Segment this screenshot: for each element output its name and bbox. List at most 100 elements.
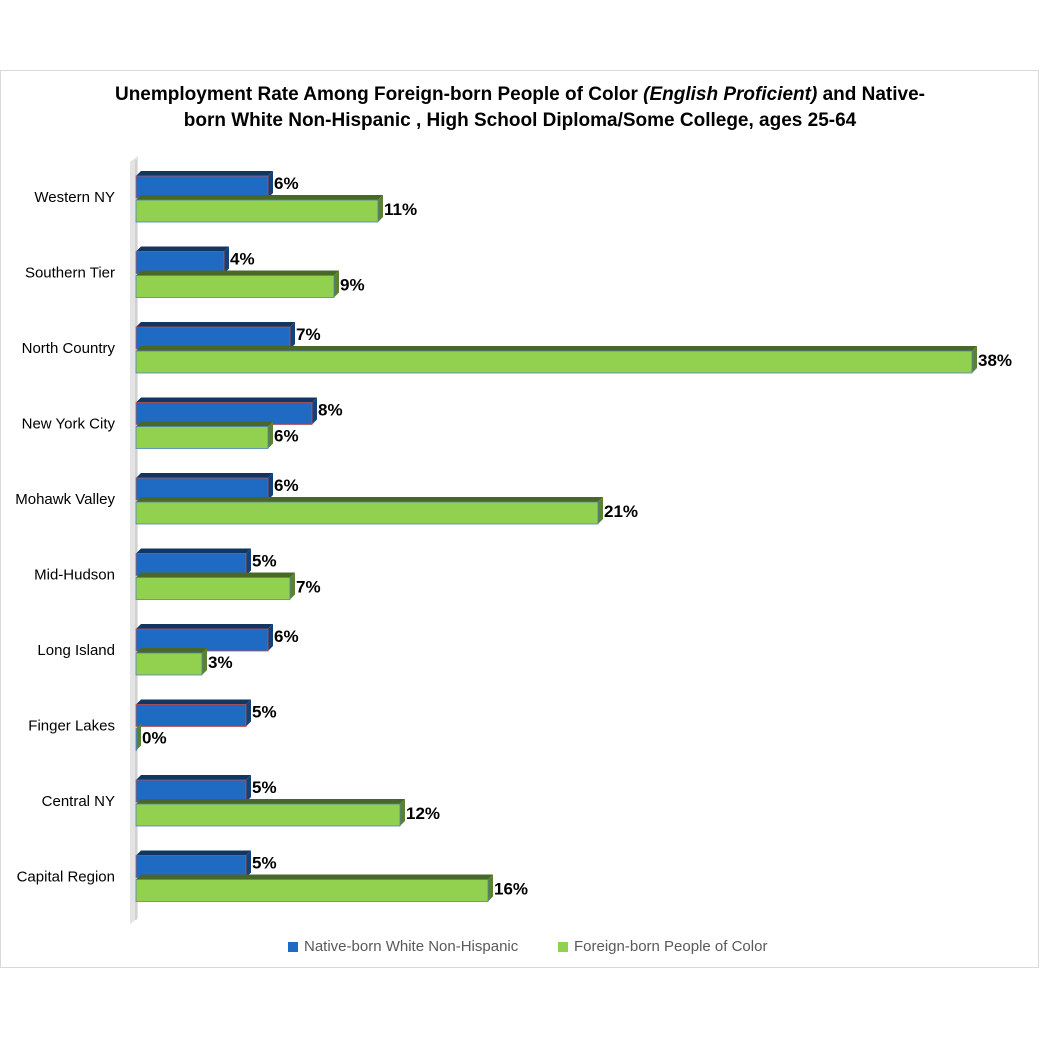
category-label: Southern Tier: [25, 265, 115, 282]
bar-foreign-born: [135, 652, 203, 676]
category-label: Finger Lakes: [28, 718, 115, 735]
category-label: Western NY: [34, 189, 115, 206]
bar-top-face: [136, 195, 383, 200]
data-label-native: 5%: [252, 854, 277, 873]
bar-side-face: [290, 322, 295, 349]
data-label-foreign: 3%: [208, 653, 233, 672]
bar-foreign-born: [135, 426, 269, 449]
bar-top-face: [136, 497, 603, 502]
title-part-post: and Native-: [817, 84, 926, 105]
bar-top-face: [136, 322, 295, 327]
chart-title: Unemployment Rate Among Foreign-born Peo…: [0, 82, 1040, 134]
bar-top-face: [136, 775, 251, 780]
bar-foreign-born: [135, 501, 599, 525]
bar-side-face: [268, 473, 273, 500]
bar-native-born: [135, 779, 247, 803]
bar-foreign-born: [135, 803, 401, 827]
bar-side-face: [246, 850, 251, 878]
bar-side-face: [598, 497, 603, 524]
bar-native-born: [135, 251, 225, 274]
category-label: New York City: [22, 416, 116, 433]
bar-side-face: [246, 548, 251, 576]
bar-top-face: [136, 397, 317, 403]
bar-top-face: [136, 246, 229, 252]
title-part-emphasis: (English Proficient): [643, 84, 818, 105]
legend-item-native: Native-born White Non-Hispanic: [288, 938, 518, 955]
bar-side-face: [334, 270, 339, 298]
bar-top-face: [136, 699, 251, 705]
bar-native-born: [135, 553, 247, 576]
bar-side-face: [400, 799, 405, 826]
data-label-foreign: 9%: [340, 276, 365, 295]
bar-native-born: [135, 326, 291, 350]
bar-foreign-born: [135, 199, 379, 223]
bar-top-face: [136, 421, 273, 427]
data-label-foreign: 0%: [142, 729, 167, 748]
bar-native-born: [135, 855, 247, 878]
data-label-native: 6%: [274, 476, 299, 495]
data-label-foreign: 16%: [494, 880, 528, 899]
data-label-foreign: 12%: [406, 804, 440, 823]
data-label-native: 6%: [274, 627, 299, 646]
data-label-native: 5%: [252, 778, 277, 797]
bar-native-born: [135, 628, 269, 652]
category-label: Mohawk Valley: [15, 491, 115, 508]
category-label: Long Island: [37, 642, 115, 659]
bar-top-face: [136, 473, 273, 478]
data-label-foreign: 38%: [978, 351, 1012, 370]
legend-label-foreign: Foreign-born People of Color: [574, 938, 768, 955]
bar-side-face: [488, 874, 493, 902]
category-label: Capital Region: [17, 869, 115, 886]
data-label-native: 5%: [252, 552, 277, 571]
bar-side-face: [972, 346, 977, 373]
bar-foreign-born: [135, 879, 489, 902]
legend-swatch-foreign: [558, 941, 568, 952]
title-part-pre: Unemployment Rate Among Foreign-born Peo…: [114, 84, 644, 105]
bar-native-born: [135, 704, 247, 727]
legend-item-foreign: Foreign-born People of Color: [558, 938, 767, 955]
data-label-native: 5%: [252, 703, 277, 722]
bar-side-face: [290, 572, 295, 600]
bar-top-face: [136, 648, 207, 653]
data-label-native: 8%: [318, 401, 343, 420]
bar-side-face: [224, 246, 229, 274]
data-label-native: 7%: [296, 325, 321, 344]
bar-top-face: [136, 624, 273, 629]
bar-top-face: [136, 171, 273, 176]
bar-foreign-born: [135, 577, 291, 600]
legend-swatch-native: [288, 941, 298, 952]
legend: Native-born White Non-Hispanic Foreign-b…: [0, 938, 1040, 960]
bar-top-face: [136, 548, 251, 554]
data-label-foreign: 21%: [604, 502, 638, 521]
bar-native-born: [135, 477, 269, 501]
bar-foreign-born: [135, 350, 973, 374]
chart-title-line2: born White Non-Hispanic , High School Di…: [183, 110, 857, 131]
bar-side-face: [268, 171, 273, 198]
data-label-native: 6%: [274, 174, 299, 193]
chart-title-line1: Unemployment Rate Among Foreign-born Peo…: [0, 82, 1040, 108]
bar-side-face: [268, 624, 273, 651]
bar-side-face: [246, 775, 251, 802]
bar-side-face: [202, 648, 207, 675]
bar-top-face: [136, 799, 405, 804]
data-label-foreign: 6%: [274, 427, 299, 446]
bar-side-face: [268, 421, 273, 449]
category-label: North Country: [22, 340, 116, 357]
bar-top-face: [136, 874, 493, 880]
data-label-native: 4%: [230, 250, 255, 269]
bar-side-face: [312, 397, 317, 425]
legend-label-native: Native-born White Non-Hispanic: [304, 938, 519, 955]
bar-foreign-born: [135, 728, 137, 751]
category-label: Central NY: [42, 793, 115, 810]
bar-side-face: [136, 723, 141, 751]
data-label-foreign: 7%: [296, 578, 321, 597]
bar-top-face: [136, 572, 295, 578]
bar-top-face: [136, 270, 339, 276]
bar-native-born: [135, 175, 269, 199]
bar-top-face: [136, 850, 251, 856]
bar-side-face: [246, 699, 251, 727]
bar-top-face: [136, 346, 977, 351]
bar-native-born: [135, 402, 313, 425]
category-label: Mid-Hudson: [34, 567, 115, 584]
